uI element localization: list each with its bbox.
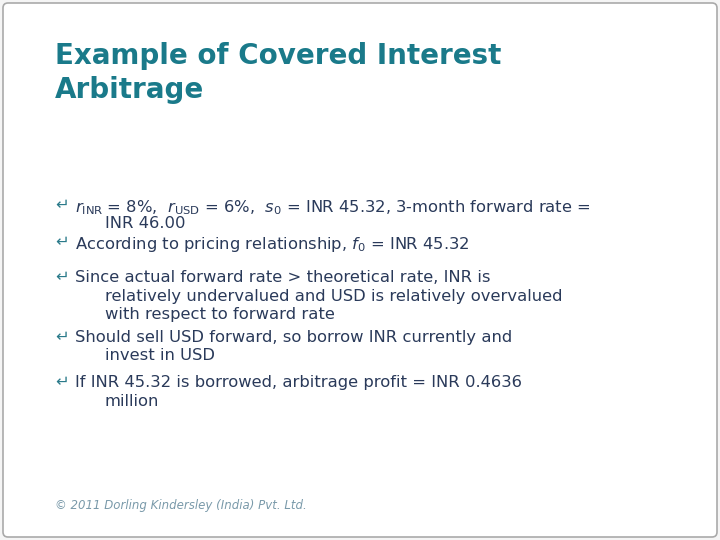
Text: invest in USD: invest in USD [105,348,215,363]
Text: ↵: ↵ [55,235,68,250]
Text: According to pricing relationship, $f_0$ = INR 45.32: According to pricing relationship, $f_0$… [75,235,469,254]
Text: ↵: ↵ [55,270,68,285]
Text: Example of Covered Interest
Arbitrage: Example of Covered Interest Arbitrage [55,42,501,104]
Text: If INR 45.32 is borrowed, arbitrage profit = INR 0.4636: If INR 45.32 is borrowed, arbitrage prof… [75,375,522,390]
Text: relatively undervalued and USD is relatively overvalued: relatively undervalued and USD is relati… [105,288,562,303]
Text: million: million [105,394,159,408]
Text: ↵: ↵ [55,198,68,213]
Text: © 2011 Dorling Kindersley (India) Pvt. Ltd.: © 2011 Dorling Kindersley (India) Pvt. L… [55,499,307,512]
Text: $r_{\mathrm{INR}}$ = 8%,  $r_{\mathrm{USD}}$ = 6%,  $s_0$ = INR 45.32, 3-month f: $r_{\mathrm{INR}}$ = 8%, $r_{\mathrm{USD… [75,198,590,217]
Text: Should sell USD forward, so borrow INR currently and: Should sell USD forward, so borrow INR c… [75,330,512,345]
Text: ↵: ↵ [55,375,68,390]
FancyBboxPatch shape [3,3,717,537]
Text: Since actual forward rate > theoretical rate, INR is: Since actual forward rate > theoretical … [75,270,490,285]
Text: ↵: ↵ [55,330,68,345]
Text: INR 46.00: INR 46.00 [105,217,186,232]
Text: with respect to forward rate: with respect to forward rate [105,307,335,322]
